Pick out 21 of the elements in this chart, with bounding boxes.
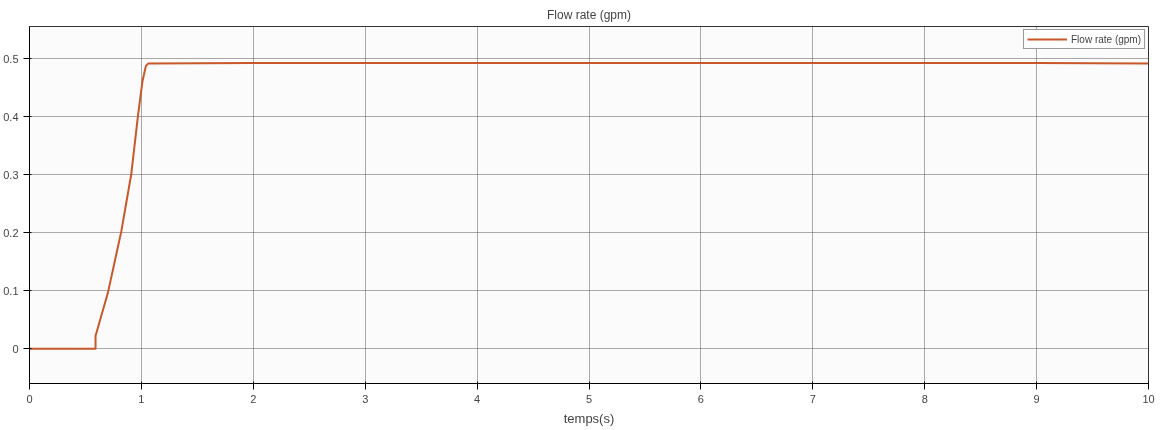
y-tick-label: 0.2	[3, 226, 19, 239]
x-tick-label: 6	[697, 392, 704, 405]
x-tick-label: 10	[1142, 392, 1155, 405]
y-tick-label: 0	[12, 342, 19, 355]
legend-label: Flow rate (gpm)	[1070, 33, 1141, 45]
chart-title: Flow rate (gpm)	[546, 7, 632, 22]
x-tick-label: 3	[362, 392, 369, 405]
y-tick-label: 0.4	[3, 110, 19, 123]
x-axis-title: temps(s)	[563, 410, 615, 426]
x-tick-label: 1	[138, 392, 145, 405]
x-tick-label: 4	[474, 392, 481, 405]
line-series	[29, 62, 1149, 350]
x-tick-label: 2	[250, 392, 257, 405]
y-tick-label: 0.1	[3, 284, 19, 297]
x-tick-label: 7	[809, 392, 816, 405]
x-tick-label: 0	[26, 392, 33, 405]
x-tick-label: 5	[585, 392, 593, 405]
y-tick-label: 0.5	[3, 52, 19, 65]
x-tick-label: 9	[1033, 392, 1040, 405]
y-tick-label: 0.3	[3, 168, 19, 181]
x-tick-label: 8	[921, 392, 928, 405]
